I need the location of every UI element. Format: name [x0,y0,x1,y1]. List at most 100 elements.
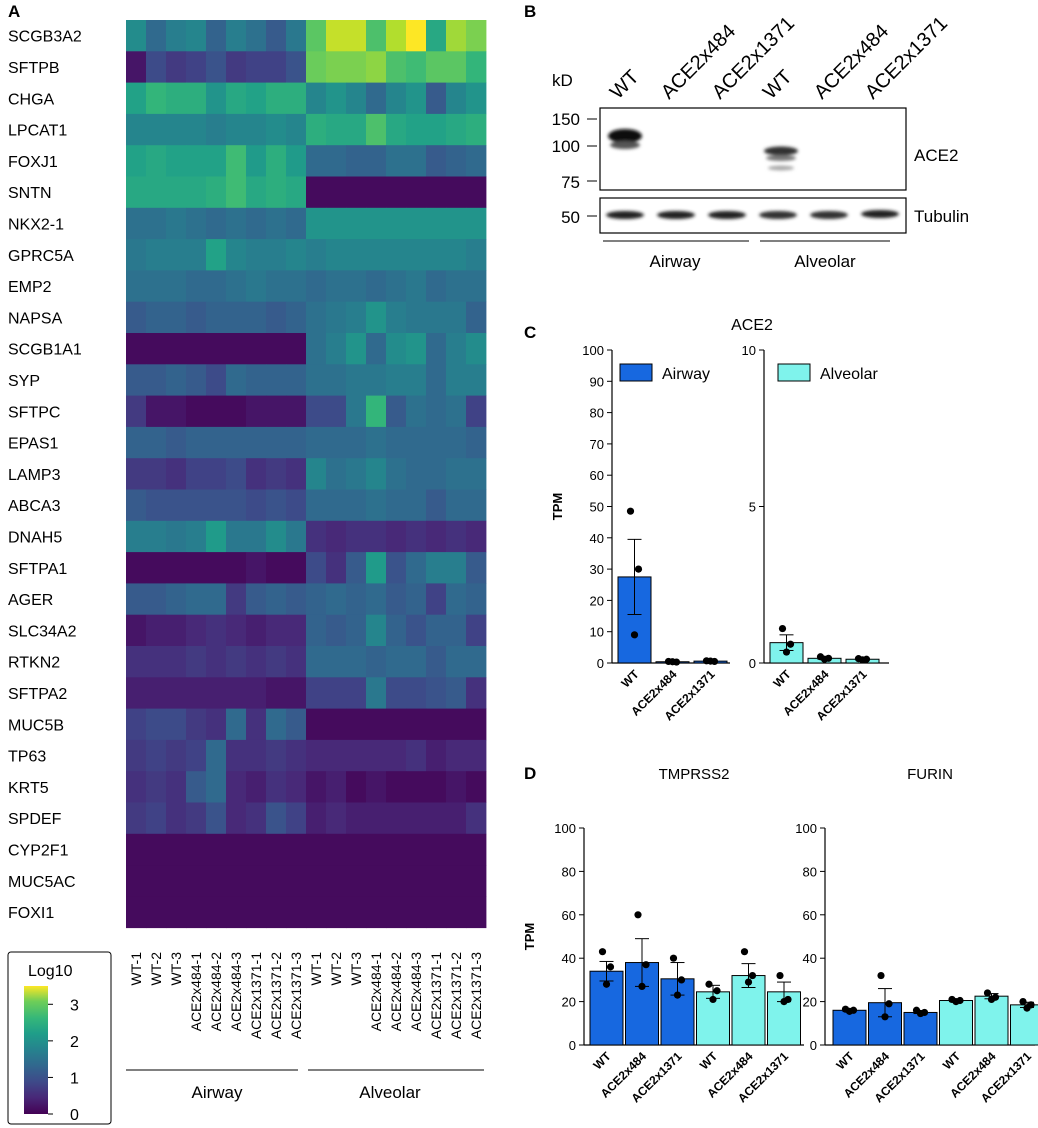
heatmap-cell [286,739,307,772]
heatmap-cell [446,865,467,897]
heatmap-cell [126,426,147,459]
heatmap-cell [126,364,147,396]
heatmap-cell [406,207,427,240]
column-label: WT-2 [328,952,344,986]
heatmap-cell [266,646,287,678]
heatmap-cell [326,333,347,365]
heatmap-cell [446,145,467,177]
heatmap-cell [186,489,207,522]
heatmap-cell [166,802,187,835]
heatmap-cell [206,896,227,929]
heatmap-cell [346,802,367,835]
heatmap-cell [186,583,207,616]
heatmap-cell [366,364,387,396]
heatmap-cell [186,270,207,303]
heatmap-cell [286,51,307,83]
heatmap-cell [126,51,147,83]
data-point [602,980,611,988]
heatmap-cell [406,145,427,177]
heatmap-cell [146,520,167,553]
heatmap-cell [366,82,387,115]
data-point [677,976,686,984]
heatmap-cell [406,865,427,897]
heatmap-cell [466,207,487,240]
heatmap-cell [226,113,247,146]
row-label-foxi1: FOXI1 [8,905,54,922]
heatmap-cell [466,395,487,428]
heatmap-cell [446,207,467,240]
heatmap-cell [126,395,147,428]
marker-150: 150 [552,110,580,129]
heatmap-cell [306,489,327,522]
bar-wt [832,1009,867,1046]
heatmap-cell [246,145,267,177]
heatmap-cell [306,896,327,929]
heatmap-cell [286,677,307,709]
y-tick-label: 20 [803,995,817,1010]
heatmap-cell [446,552,467,584]
heatmap-cell [466,176,487,209]
heatmap-cell [206,301,227,334]
heatmap-cell [186,207,207,240]
heatmap-cell [386,113,407,146]
heatmap-cell [126,646,147,678]
row-label-spdef: SPDEF [8,811,62,828]
y-tick-label: 0 [569,1038,576,1053]
heatmap-cell [126,270,147,303]
heatmap-cell [266,239,287,271]
heatmap-cell [246,771,267,803]
heatmap-cell [406,239,427,271]
heatmap-cell [286,708,307,741]
x-tick-label: WT [834,1049,858,1073]
data-point [916,1009,925,1018]
heatmap-cell [406,833,427,866]
heatmap-cell [426,426,447,459]
heatmap-cell [126,520,147,553]
heatmap-cell [346,614,367,647]
ace2-band-alveolar-wt-faint [768,165,794,171]
heatmap-cell [246,677,267,709]
heatmap-cell [306,395,327,428]
heatmap-cell [226,614,247,647]
heatmap-cell [386,270,407,303]
heatmap-cell [186,176,207,209]
heatmap-cell [346,176,367,209]
heatmap-cell [266,20,287,52]
column-label: ACE2x484-3 [408,952,424,1032]
bar-ace2x1371 [1010,1004,1038,1046]
heatmap-cell [266,270,287,303]
heatmap-cell [346,552,367,584]
heatmap-cell [466,20,487,52]
heatmap-cell [346,583,367,616]
heatmap-cell [446,583,467,616]
heatmap-cell [346,520,367,553]
heatmap-cell [426,614,447,647]
heatmap-cell [286,614,307,647]
heatmap-cell [426,739,447,772]
column-label: WT-3 [168,952,184,986]
heatmap-cell [126,552,147,584]
heatmap-cell [426,833,447,866]
heatmap-cell [326,364,347,396]
heatmap-cell [346,270,367,303]
heatmap-cell [286,20,307,52]
heatmap-cell [426,82,447,115]
heatmap-cell [166,614,187,647]
heatmap-cell [166,333,187,365]
heatmap-cell [146,395,167,428]
heatmap-cell [126,583,147,616]
heatmap-cell [366,207,387,240]
heatmap-cell [126,301,147,334]
heatmap-cell [126,20,147,52]
heatmap-cell [326,82,347,115]
heatmap-cell [126,614,147,647]
y-tick-label: 10 [742,343,756,358]
heatmap-cell [206,239,227,271]
heatmap-cell [346,896,367,929]
heatmap-cell [386,802,407,835]
heatmap-cell [326,51,347,83]
heatmap-cell [466,82,487,115]
heatmap-cell [366,865,387,897]
heatmap-cell [246,20,267,52]
